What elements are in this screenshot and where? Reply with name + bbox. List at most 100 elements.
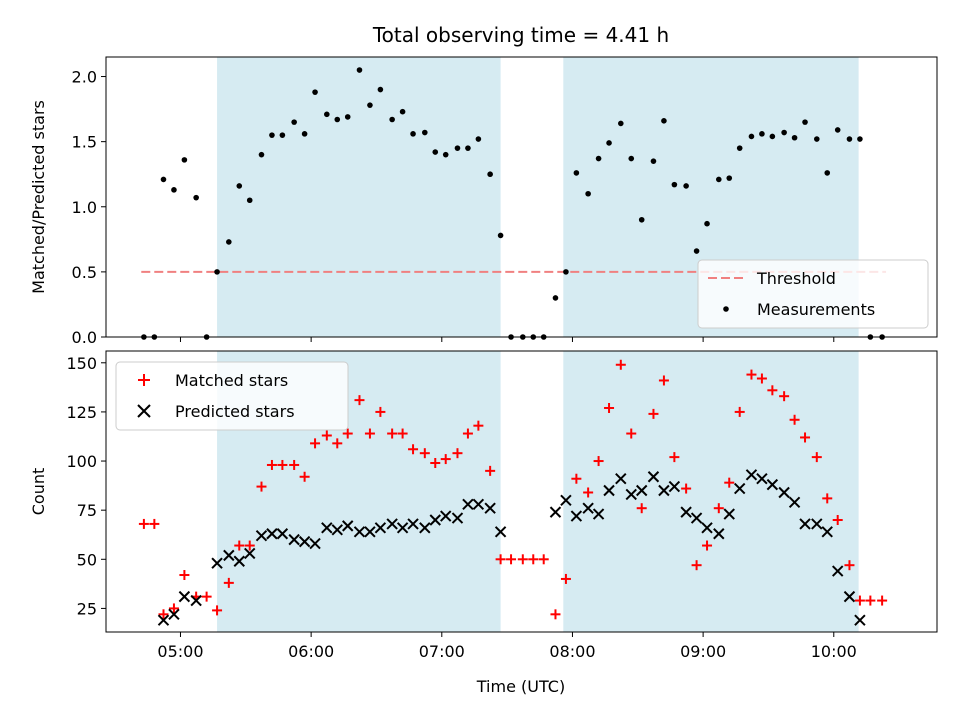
matched-stars-point xyxy=(440,454,451,465)
matched-stars-point xyxy=(724,477,735,488)
measurement-point xyxy=(552,295,559,301)
measurement-point xyxy=(324,111,330,118)
matched-stars-point xyxy=(517,554,528,565)
measurement-point xyxy=(834,127,841,133)
measurement-point xyxy=(226,239,232,245)
measurement-point xyxy=(160,176,167,183)
matched-stars-point xyxy=(691,560,702,571)
predicted-stars-point xyxy=(788,496,801,509)
y-tick-label: 1.0 xyxy=(72,198,97,217)
predicted-stars-point xyxy=(451,512,464,524)
predicted-stars-point xyxy=(472,498,485,510)
measurement-point xyxy=(432,149,439,155)
matched-stars-point xyxy=(626,428,637,439)
measurement-point xyxy=(193,194,199,201)
matched-stars-point xyxy=(310,438,321,449)
measurement-point xyxy=(573,170,580,176)
predicted-stars-point xyxy=(680,506,692,518)
measurement-point xyxy=(344,114,351,120)
matched-stars-point xyxy=(473,420,484,431)
matched-stars-point xyxy=(168,603,179,614)
legend-label: Threshold xyxy=(756,269,836,288)
matched-stars-point xyxy=(746,369,757,380)
measurement-point xyxy=(726,175,733,181)
measurement-point xyxy=(791,134,798,141)
legend-measurements-swatch xyxy=(723,306,729,312)
matched-stars-point xyxy=(397,428,408,439)
matched-stars-point xyxy=(877,595,888,606)
measurement-point xyxy=(857,136,863,142)
predicted-stars-point xyxy=(157,614,170,626)
measurement-point xyxy=(258,151,265,158)
matched-stars-point xyxy=(354,395,365,406)
x-tick-label: 07:00 xyxy=(419,642,465,661)
predicted-stars-point xyxy=(647,471,660,483)
matched-stars-point xyxy=(560,573,571,584)
matched-stars-point xyxy=(832,514,843,525)
predicted-stars-point xyxy=(636,484,648,497)
predicted-stars-point xyxy=(353,526,366,538)
matched-stars-point xyxy=(800,432,811,443)
measurement-point xyxy=(769,133,776,140)
matched-stars-point xyxy=(681,483,692,494)
matched-stars-point xyxy=(158,609,169,620)
matched-stars-point xyxy=(865,595,876,606)
matched-stars-point xyxy=(277,459,288,470)
matched-stars-point xyxy=(149,518,160,529)
y-tick-label: 50 xyxy=(77,550,97,569)
predicted-stars-point xyxy=(244,547,256,560)
matched-stars-point xyxy=(713,503,724,514)
x-tick-label: 08:00 xyxy=(549,642,595,661)
measurement-point xyxy=(661,118,667,124)
measurement-point xyxy=(704,220,710,227)
predicted-stars-point xyxy=(854,614,866,626)
y-tick-label: 0.0 xyxy=(72,328,97,347)
predicted-stars-point xyxy=(386,518,398,530)
predicted-stars-point xyxy=(582,502,594,514)
x-tick-label: 10:00 xyxy=(811,642,857,661)
predicted-stars-point xyxy=(756,473,768,485)
matched-stars-point xyxy=(387,428,398,439)
legend-label: Measurements xyxy=(757,300,875,319)
predicted-stars-point xyxy=(799,518,811,530)
matched-stars-point xyxy=(289,459,300,470)
matched-stars-point xyxy=(648,408,659,419)
y-axis-title: Count xyxy=(29,468,48,516)
y-tick-label: 75 xyxy=(77,501,97,520)
matched-stars-point xyxy=(321,430,332,441)
matched-stars-point xyxy=(506,554,517,565)
matched-stars-point xyxy=(811,452,822,463)
matched-stars-point xyxy=(179,570,190,581)
predicted-stars-point xyxy=(549,506,562,518)
matched-stars-point xyxy=(419,448,430,459)
predicted-stars-point xyxy=(309,537,321,550)
predicted-stars-point xyxy=(276,528,289,540)
measurement-point xyxy=(389,116,395,123)
y-tick-label: 2.0 xyxy=(72,68,97,87)
measurement-point xyxy=(312,89,318,95)
matched-stars-point xyxy=(854,595,865,606)
predicted-stars-point xyxy=(440,510,452,522)
predicted-stars-point xyxy=(494,526,507,538)
predicted-stars-point xyxy=(766,478,779,491)
predicted-stars-point xyxy=(374,522,387,534)
measurement-point xyxy=(650,158,657,164)
matched-stars-point xyxy=(138,518,149,529)
matched-stars-point xyxy=(844,560,855,571)
predicted-stars-point xyxy=(298,535,311,548)
predicted-stars-point xyxy=(211,557,223,569)
measurement-point xyxy=(246,197,253,204)
measurement-point xyxy=(465,145,471,151)
measurement-point xyxy=(410,131,416,137)
legend-predicted-stars-swatch xyxy=(137,404,151,418)
predicted-stars-point xyxy=(668,480,681,493)
predicted-stars-point xyxy=(690,512,703,524)
y-tick-label: 25 xyxy=(77,599,97,618)
matched-stars-point xyxy=(244,540,255,551)
matched-stars-point xyxy=(299,471,310,482)
matched-stars-point xyxy=(342,428,353,439)
predicted-stars-point xyxy=(407,518,419,530)
y-tick-label: 1.5 xyxy=(72,133,97,152)
matched-stars-point xyxy=(332,438,343,449)
